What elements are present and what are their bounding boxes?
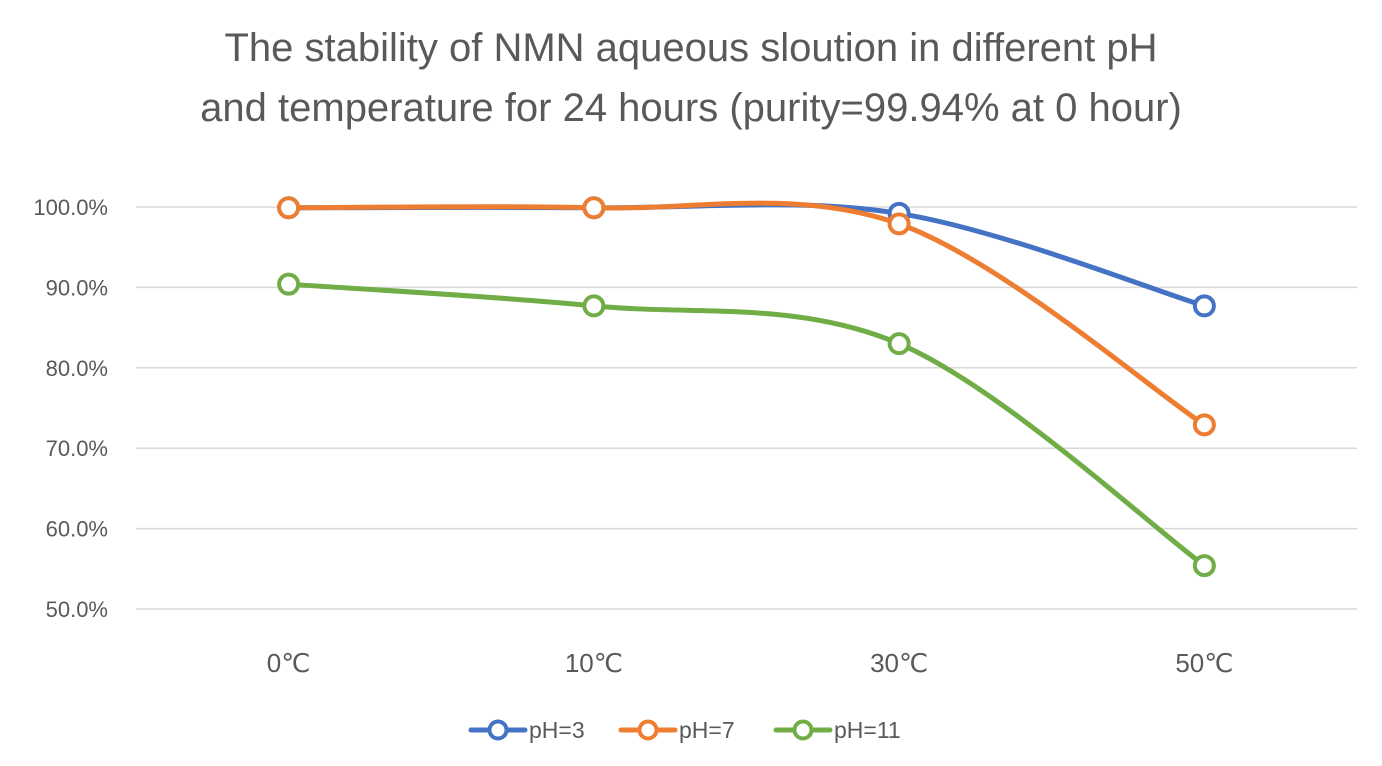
data-point-pH=7-0℃ [277,196,301,220]
series-line-pH=11 [286,281,1207,569]
y-tick-label: 90.0% [46,275,108,300]
chart-title: The stability of NMN aqueous sloution in… [0,18,1382,138]
y-tick-label: 70.0% [46,436,108,461]
chart-title-line-1: The stability of NMN aqueous sloution in… [224,26,1158,70]
y-tick-label: 50.0% [46,597,108,622]
legend-label: pH=7 [679,717,735,743]
series-pH=11 [277,272,1216,578]
y-tick-label: 60.0% [46,517,108,542]
data-point-pH=11-10℃ [582,294,606,318]
legend-label: pH=11 [834,717,901,743]
legend-label: pH=3 [529,717,585,743]
chart-title-line-2: and temperature for 24 hours (purity=99.… [200,86,1182,130]
gridlines [136,206,1357,610]
x-tick-label: 50℃ [1175,648,1233,678]
x-tick-label: 10℃ [565,648,623,678]
y-tick-label: 80.0% [46,356,108,381]
legend-marker-pH=3 [487,719,509,741]
legend-item-pH=7: pH=7 [618,717,735,743]
data-point-pH=11-50℃ [1192,554,1216,578]
data-point-pH=7-10℃ [582,196,606,220]
legend-marker-pH=11 [792,719,814,741]
data-point-pH=7-30℃ [887,212,911,236]
legend-marker-pH=7 [637,719,659,741]
data-point-pH=11-0℃ [277,272,301,296]
data-point-pH=7-50℃ [1192,413,1216,437]
data-point-pH=11-30℃ [887,332,911,356]
x-tick-label: 0℃ [267,648,311,678]
x-tick-label: 30℃ [870,648,928,678]
series-pH=3 [277,196,1216,318]
series-line-pH=7 [286,200,1207,428]
legend: pH=3 pH=7 pH=11 [468,717,901,743]
legend-item-pH=11: pH=11 [773,717,901,743]
legend-item-pH=3: pH=3 [468,717,585,743]
y-tick-label: 100.0% [33,195,108,220]
data-point-pH=3-50℃ [1192,294,1216,318]
series-pH=7 [277,196,1216,437]
